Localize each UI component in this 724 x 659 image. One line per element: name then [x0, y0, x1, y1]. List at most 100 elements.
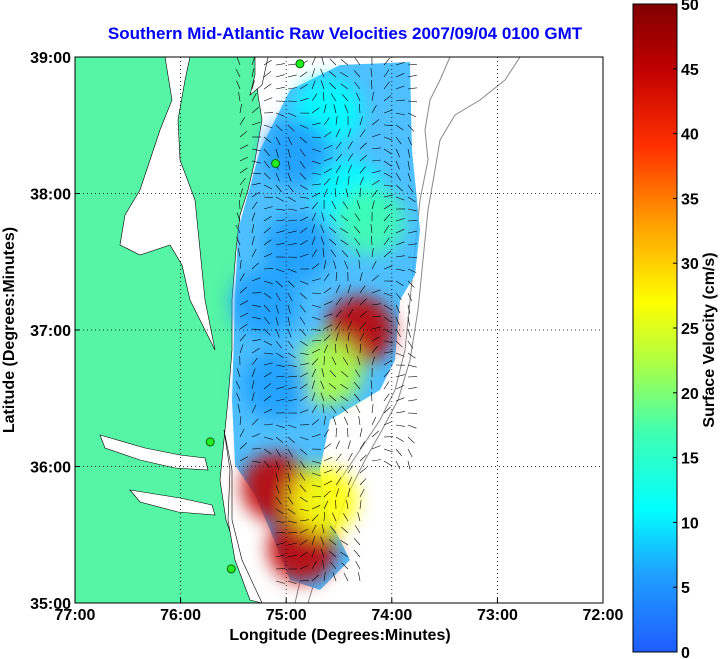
- velocity-vector: [383, 160, 392, 167]
- velocity-vector: [341, 406, 349, 414]
- velocity-vector: [347, 476, 353, 486]
- velocity-vector: [347, 320, 353, 330]
- velocity-vector: [311, 548, 316, 558]
- velocity-vector: [311, 433, 321, 438]
- velocity-vector: [342, 201, 349, 210]
- velocity-vector: [383, 225, 390, 234]
- velocity-vector: [287, 424, 297, 429]
- velocity-vector: [287, 196, 296, 202]
- velocity-vector: [371, 326, 381, 330]
- velocity-vector: [383, 460, 392, 466]
- velocity-vector: [335, 440, 340, 450]
- x-tick-label: 73:00: [477, 607, 518, 624]
- velocity-vector: [347, 427, 349, 438]
- velocity-vector: [359, 488, 365, 498]
- velocity-vector: [340, 395, 349, 402]
- velocity-region-11: [289, 466, 358, 535]
- velocity-vector: [263, 160, 270, 169]
- colorbar-tick-label: 0: [681, 645, 690, 659]
- velocity-vector: [359, 298, 367, 306]
- velocity-vector: [356, 200, 361, 210]
- velocity-vector: [311, 574, 319, 582]
- velocity-vector: [354, 81, 361, 90]
- velocity-vector: [347, 309, 354, 318]
- velocity-vector: [383, 203, 392, 210]
- velocity-vector: [287, 436, 295, 444]
- velocity-vector: [359, 500, 362, 510]
- velocity-vector: [323, 145, 333, 150]
- velocity-vector: [323, 131, 332, 138]
- velocity-vector: [299, 519, 309, 522]
- colorbar-tick-label: 15: [681, 451, 699, 468]
- velocity-vector: [263, 184, 273, 190]
- velocity-vector: [328, 71, 337, 78]
- velocity-vector: [345, 344, 349, 354]
- velocity-vector: [263, 372, 272, 378]
- velocity-vector: [383, 184, 393, 187]
- velocity-vector: [275, 580, 285, 584]
- velocity-vector: [287, 460, 291, 470]
- velocity-vector: [299, 216, 309, 222]
- velocity-vector: [275, 184, 282, 193]
- velocity-vector: [299, 148, 306, 157]
- velocity-vector: [299, 340, 308, 347]
- velocity-vector: [287, 340, 294, 349]
- velocity-vector: [383, 421, 393, 426]
- velocity-vector: [263, 316, 270, 325]
- y-tick-label: 37:00: [30, 323, 71, 340]
- velocity-vector: [251, 57, 256, 66]
- velocity-vector: [355, 248, 361, 258]
- velocity-vector: [311, 136, 322, 139]
- velocity-vector: [311, 304, 321, 308]
- velocity-vector: [371, 79, 373, 90]
- velocity-vector: [239, 300, 249, 306]
- velocity-vector: [275, 292, 281, 302]
- velocity-vector: [275, 398, 285, 402]
- velocity-vector: [263, 71, 272, 78]
- velocity-vector: [251, 418, 259, 426]
- velocity-vector: [299, 292, 307, 300]
- velocity-vector: [371, 260, 377, 270]
- velocity-vector: [299, 565, 309, 570]
- velocity-vector: [251, 368, 256, 378]
- velocity-vector: [287, 243, 297, 246]
- x-axis-label: Longitude (Degrees:Minutes): [229, 627, 450, 644]
- velocity-vector: [251, 460, 261, 463]
- velocity-vector: [251, 191, 260, 198]
- velocity-vector: [371, 445, 381, 450]
- velocity-vector: [383, 237, 390, 246]
- velocity-vector: [330, 405, 337, 414]
- velocity-vector: [287, 386, 297, 390]
- velocity-vector: [320, 68, 325, 78]
- velocity-vector: [323, 178, 331, 186]
- velocity-vector: [287, 100, 298, 102]
- velocity-vector: [342, 357, 349, 366]
- velocity-vector: [275, 124, 283, 132]
- velocity-vector: [354, 213, 361, 222]
- velocity-vector: [275, 304, 279, 314]
- velocity-vector: [331, 200, 337, 210]
- velocity-vector: [320, 392, 325, 402]
- velocity-vector: [407, 280, 415, 288]
- velocity-vector: [335, 488, 340, 498]
- velocity-vector: [341, 250, 349, 258]
- velocity-vector: [236, 212, 241, 222]
- velocity-vector: [275, 74, 285, 78]
- velocity-vector: [263, 460, 271, 468]
- velocity-region-8: [241, 350, 310, 419]
- velocity-vector: [354, 237, 361, 246]
- velocity-vector: [299, 184, 308, 190]
- velocity-vector: [323, 273, 330, 282]
- velocity-vector: [251, 404, 257, 414]
- x-tick-label: 72:00: [583, 607, 624, 624]
- velocity-vector: [275, 460, 279, 470]
- velocity-vector: [383, 81, 390, 90]
- velocity-vector: [407, 243, 417, 246]
- velocity-vector: [321, 57, 325, 66]
- velocity-vector: [311, 148, 321, 152]
- velocity-vector: [407, 74, 417, 78]
- velocity-vector: [341, 94, 349, 102]
- velocity-vector: [299, 363, 309, 366]
- velocity-vector: [251, 304, 261, 307]
- velocity-vector: [383, 328, 393, 334]
